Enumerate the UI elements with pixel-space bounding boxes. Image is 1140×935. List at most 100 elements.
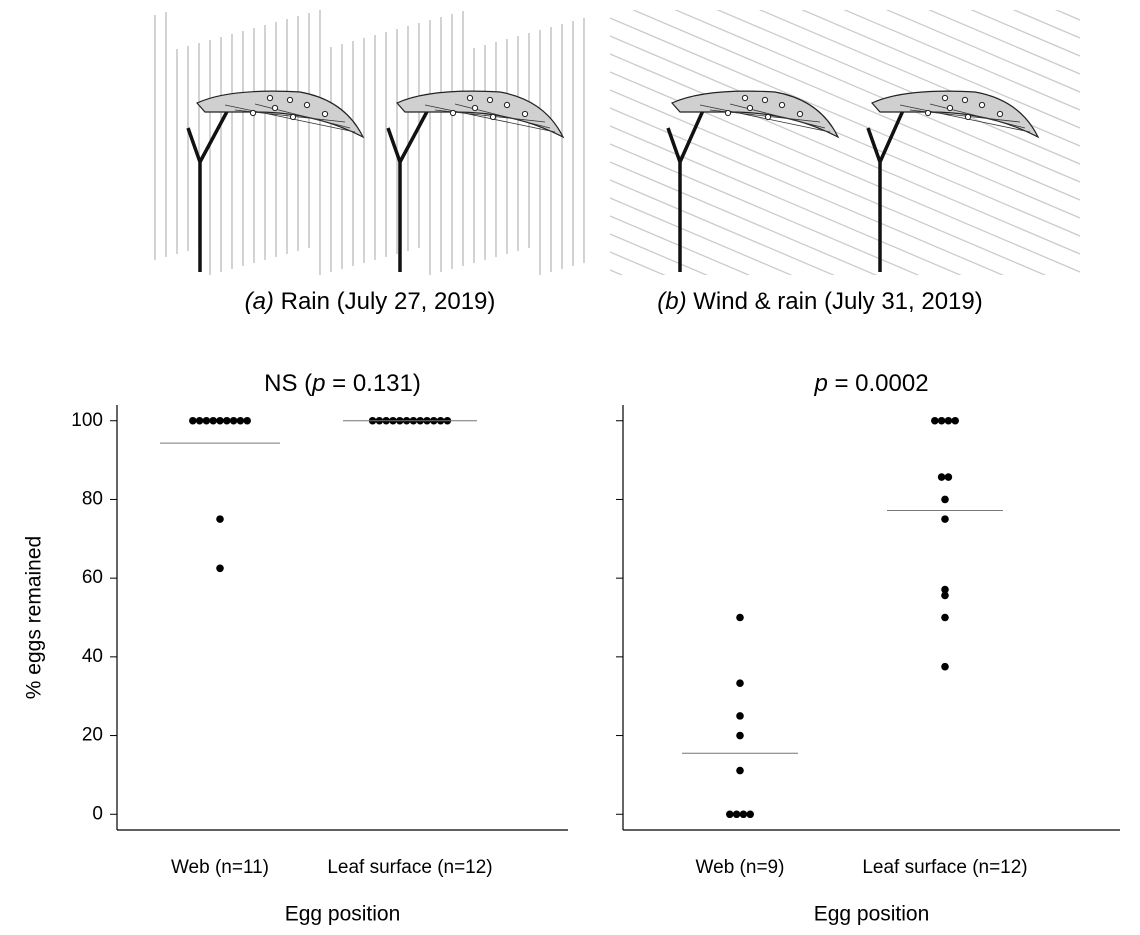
data-point	[216, 564, 224, 573]
stalk	[186, 105, 232, 272]
egg	[321, 110, 329, 118]
leaf	[871, 90, 1040, 139]
data-point	[216, 416, 224, 425]
rain-line	[610, 414, 1080, 614]
data-point	[746, 810, 754, 819]
y-tick-label: 60	[82, 567, 103, 588]
egg	[266, 94, 274, 102]
data-point	[941, 613, 949, 622]
rain-line	[610, 378, 1080, 578]
caption-part: (a)	[245, 288, 274, 315]
rain-line	[716, 10, 1080, 165]
rain-line	[610, 504, 1080, 704]
egg	[303, 101, 311, 109]
caption: (b) Wind & rain (July 31, 2019)	[657, 288, 982, 315]
egg	[941, 94, 949, 102]
rain-line	[610, 396, 1080, 596]
egg	[486, 96, 494, 104]
egg	[271, 104, 279, 112]
chart-title-part: = 0.131)	[325, 370, 420, 397]
x-axis-label: Egg position	[814, 903, 930, 926]
rain-line	[610, 179, 835, 275]
caption-part: (b)	[657, 288, 686, 315]
egg	[946, 104, 954, 112]
rain-line	[610, 17, 1080, 219]
data-point	[944, 416, 953, 425]
egg	[746, 104, 754, 112]
egg	[286, 96, 294, 104]
egg	[521, 110, 529, 118]
data-point	[941, 662, 949, 671]
y-axis-label: % eggs remained	[23, 536, 46, 699]
rain-line	[610, 233, 709, 275]
rain-line	[927, 10, 1080, 75]
chart-title-part: = 0.0002	[828, 370, 929, 397]
rain-line	[885, 10, 1080, 93]
egg	[724, 109, 732, 117]
data-point	[937, 473, 946, 481]
caption-part: Wind & rain (July 31, 2019)	[687, 288, 983, 315]
data-point	[726, 810, 734, 819]
caption: (a) Rain (July 27, 2019)	[245, 288, 496, 315]
rain-line	[610, 53, 1080, 255]
data-point	[202, 416, 211, 425]
y-tick-label: 0	[92, 803, 103, 824]
rain-line	[843, 10, 1080, 111]
rain-line	[631, 10, 1080, 201]
data-point	[739, 810, 748, 819]
rain-line	[610, 89, 1047, 275]
egg	[741, 94, 749, 102]
data-point	[236, 416, 245, 425]
rain-line	[610, 35, 1080, 237]
egg	[289, 113, 297, 121]
egg	[961, 96, 969, 104]
egg	[761, 96, 769, 104]
x-tick-label: Web (n=9)	[696, 857, 785, 878]
egg	[449, 109, 457, 117]
chart-title-part: p	[311, 370, 325, 397]
egg	[249, 109, 257, 117]
data-point	[189, 416, 197, 425]
data-point	[941, 495, 949, 504]
rain-line	[610, 432, 1080, 632]
data-point	[937, 416, 946, 425]
rain-line	[610, 324, 1080, 524]
leaf	[396, 90, 565, 139]
rain-line	[610, 215, 751, 275]
rain-line	[610, 125, 962, 275]
data-point	[216, 515, 224, 523]
y-tick-label: 40	[82, 646, 103, 667]
x-tick-label: Leaf surface (n=12)	[862, 857, 1027, 878]
data-point	[951, 416, 959, 425]
egg	[471, 104, 479, 112]
chart-title-part: p	[813, 370, 827, 397]
data-point	[941, 585, 949, 594]
rain-line	[610, 251, 666, 275]
caption-part: Rain (July 27, 2019)	[274, 288, 495, 315]
egg	[964, 113, 972, 121]
egg	[978, 101, 986, 109]
plants	[186, 90, 1040, 272]
rain-line	[610, 468, 1080, 668]
chart-title-part: NS (	[264, 370, 312, 397]
stalk	[666, 105, 707, 272]
y-tick-label: 100	[71, 410, 103, 431]
data-point	[736, 766, 744, 775]
data-point	[931, 416, 939, 425]
stalk	[386, 105, 432, 272]
x-axis-label: Egg position	[285, 903, 401, 926]
egg	[924, 109, 932, 117]
chart-title: p = 0.0002	[813, 370, 928, 397]
x-tick-label: Web (n=11)	[171, 857, 269, 878]
rain-line	[801, 10, 1080, 129]
leaf	[671, 90, 840, 139]
egg	[764, 113, 772, 121]
data-point	[223, 416, 231, 425]
rain-line	[1012, 10, 1080, 39]
rain-line	[610, 450, 1080, 650]
rain-line	[970, 10, 1080, 57]
data-point	[736, 731, 744, 740]
data-point	[732, 810, 741, 819]
rain-line	[610, 486, 1080, 686]
